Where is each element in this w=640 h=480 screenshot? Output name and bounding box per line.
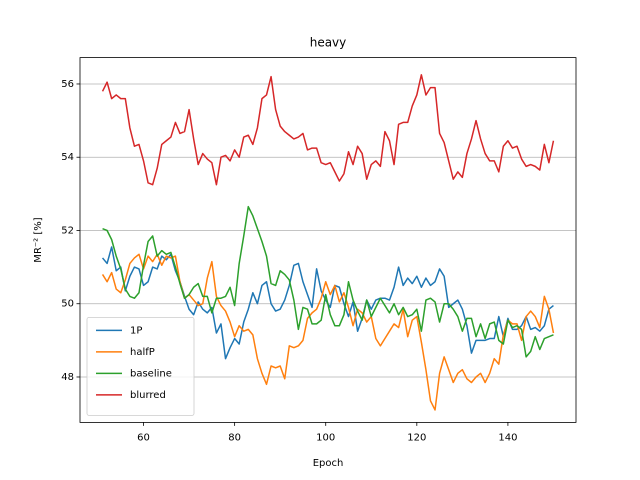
legend-label: blurred: [130, 390, 166, 401]
legend-box: [86, 316, 195, 416]
series-line: [102, 205, 554, 358]
legend-label: 1P: [130, 325, 142, 336]
legend-label: halfP: [130, 347, 155, 358]
legend-label: baseline: [130, 368, 172, 379]
x-tick-label: 60: [137, 432, 150, 443]
series-line: [101, 74, 555, 186]
y-tick-label: 50: [61, 299, 74, 310]
x-tick-label: 100: [316, 432, 335, 443]
y-tick-label: 54: [61, 152, 74, 163]
y-axis-label: MR⁻² [%]: [33, 217, 44, 262]
y-tick-label: 48: [61, 372, 74, 383]
x-tick-label: 80: [228, 432, 241, 443]
y-tick-label: 56: [61, 79, 74, 90]
x-axis-label: Epoch: [313, 458, 344, 469]
series-line: [101, 253, 555, 411]
x-tick-label: 120: [407, 432, 426, 443]
plot-lines: [101, 74, 555, 411]
x-tick-label: 140: [498, 432, 517, 443]
y-tick-label: 52: [61, 225, 74, 236]
chart-title: heavy: [310, 36, 347, 50]
plot-frame: [79, 57, 577, 423]
